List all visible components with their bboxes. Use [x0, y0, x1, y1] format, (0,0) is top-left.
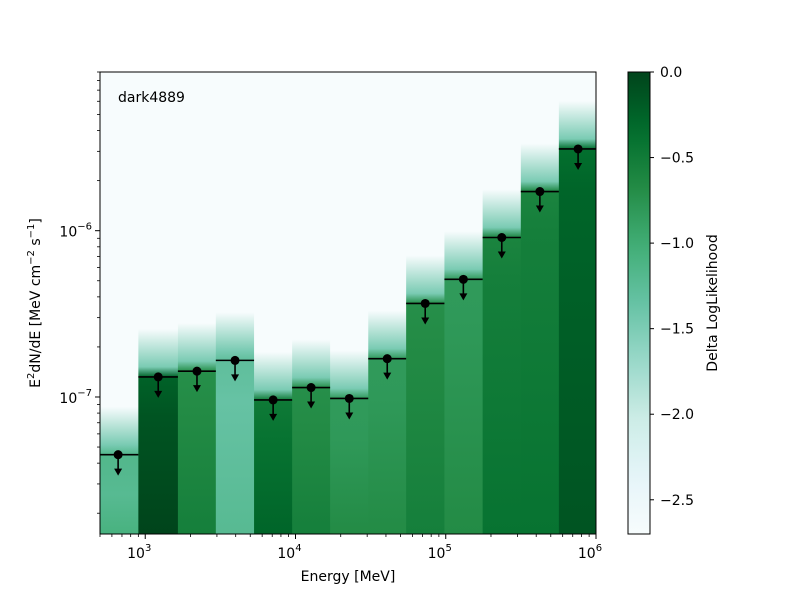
upper-limit-point: [497, 232, 507, 242]
source-annotation: dark4889: [118, 90, 185, 106]
upper-limit-markers: [100, 144, 596, 476]
colorbar-tick-label: −2.0: [660, 407, 694, 423]
upper-limit-point: [420, 298, 430, 308]
upper-limit-arrow-head: [231, 374, 240, 382]
likelihood-bin: [100, 72, 139, 534]
upper-limit-arrow-head: [114, 468, 123, 476]
colorbar-label: Delta LogLikelihood: [705, 234, 721, 371]
likelihood-bin: [138, 72, 179, 534]
upper-limit-arrow-head: [307, 401, 316, 409]
x-tick-base: 10: [428, 546, 446, 562]
likelihood-bin: [292, 72, 331, 534]
upper-limit-point: [268, 395, 278, 405]
y-tick-label: 10−7: [59, 388, 92, 407]
x-tick-label: 103: [127, 543, 151, 562]
likelihood-bin: [558, 72, 596, 534]
y-label-sup2: −2: [26, 250, 37, 265]
y-tick-label: 10−6: [59, 222, 92, 241]
x-tick-label: 105: [428, 543, 452, 562]
y-label-sup1: 2: [26, 373, 37, 379]
upper-limit-arrow-head: [383, 372, 392, 380]
upper-limit-arrow-head: [459, 293, 468, 301]
x-axis-label: Energy [MeV]: [301, 569, 396, 585]
x-tick-exponent: 5: [445, 543, 451, 554]
likelihood-bin: [254, 72, 293, 534]
upper-limit-arrow-head: [269, 413, 278, 421]
upper-limit-point: [306, 383, 316, 393]
upper-limit-point: [344, 393, 354, 403]
x-tick-base: 10: [277, 546, 295, 562]
upper-limit-point: [573, 144, 583, 154]
likelihood-bins: [100, 72, 596, 534]
colorbar-tick-label: −0.5: [660, 151, 694, 167]
y-tick-base: 10: [59, 225, 77, 241]
likelihood-bin: [482, 72, 522, 534]
x-tick-base: 10: [127, 546, 145, 562]
x-tick-label: 106: [578, 543, 602, 562]
colorbar-tick-label: −2.5: [660, 493, 694, 509]
upper-limit-point: [458, 274, 468, 284]
x-tick-base: 10: [578, 546, 596, 562]
upper-limit-arrow-head: [497, 251, 506, 259]
y-label-sup3: −1: [26, 224, 37, 239]
y-tick-exponent: −7: [77, 388, 92, 399]
x-axis-ticks: 103 104 105 106: [99, 534, 602, 562]
y-tick-exponent: −6: [77, 222, 92, 233]
upper-limit-arrow-head: [154, 390, 163, 398]
upper-limit-point: [192, 366, 202, 376]
y-label-mid: dN/dE [MeV cm: [28, 265, 44, 373]
y-tick-base: 10: [59, 391, 77, 407]
y-label-post: ]: [28, 218, 44, 223]
upper-limit-point: [535, 187, 545, 197]
y-label-pre: E: [28, 379, 44, 388]
y-label-mid2: s: [28, 238, 44, 250]
x-tick-label: 104: [277, 543, 301, 562]
y-axis-ticks: 10−710−6: [59, 71, 100, 514]
upper-limit-point: [113, 450, 123, 460]
likelihood-bin: [215, 72, 255, 534]
likelihood-bin: [368, 72, 407, 534]
likelihood-bin: [177, 72, 217, 534]
upper-limit-arrow-head: [535, 205, 544, 213]
upper-limit-arrow-head: [421, 317, 430, 325]
upper-limit-arrow-head: [192, 385, 201, 393]
colorbar-tick-label: −1.5: [660, 322, 694, 338]
upper-limit-arrow-head: [574, 162, 583, 170]
x-tick-exponent: 3: [145, 543, 151, 554]
upper-limit-point: [153, 372, 163, 382]
colorbar-tick-label: −1.0: [660, 236, 694, 252]
likelihood-bin: [330, 72, 369, 534]
upper-limit-point: [382, 354, 392, 364]
likelihood-bin: [520, 72, 560, 534]
colorbar-tick-label: 0.0: [660, 65, 682, 81]
colorbar-ticks: 0.0 −0.5 −1.0 −1.5 −2.0 −2.5: [650, 65, 694, 509]
upper-limit-point: [230, 355, 240, 365]
likelihood-bin: [444, 72, 484, 534]
x-tick-exponent: 4: [295, 543, 301, 554]
plot-frame: [99, 71, 597, 535]
x-tick-exponent: 6: [596, 543, 602, 554]
colorbar: [627, 71, 651, 535]
y-axis-label: E2dN/dE [MeV cm−2 s−1]: [26, 218, 44, 388]
upper-limit-arrow-head: [345, 412, 354, 420]
